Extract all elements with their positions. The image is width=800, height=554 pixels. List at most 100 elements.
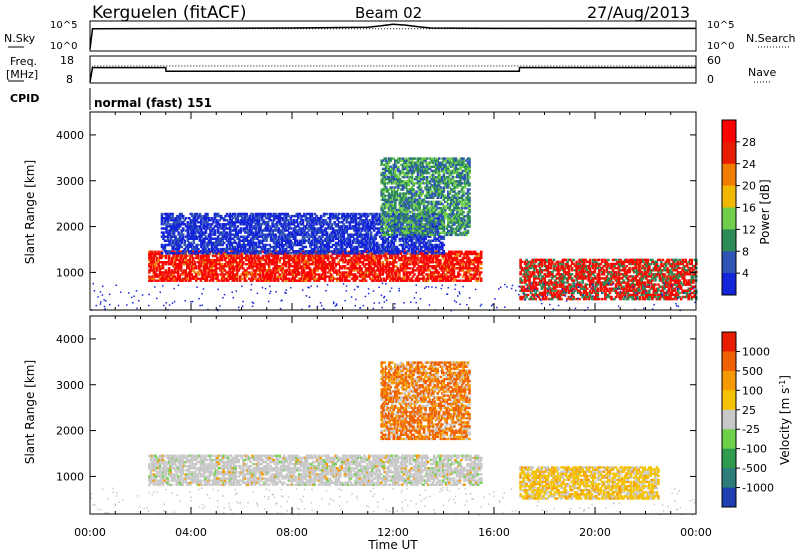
heatmap-cell [254,254,257,258]
heatmap-cell [401,279,404,282]
heatmap-cell [179,261,183,264]
heatmap-cell [467,265,471,268]
heatmap-cell [337,261,340,264]
heatmap-cell [175,256,178,260]
heatmap-cell [426,277,430,280]
heatmap-cell [360,219,364,222]
heatmap-cell [167,263,171,266]
heatmap-cell [476,252,480,256]
heatmap-cell [192,250,195,253]
heatmap-cell [379,254,383,258]
heatmap-cell [440,273,444,276]
heatmap-cell [470,267,474,270]
heatmap-cell [312,223,315,226]
heatmap-cell [268,243,271,247]
heatmap-cell [263,279,266,282]
heatmap-cell [272,271,275,274]
heatmap-cell [198,225,202,228]
heatmap-cell [392,225,396,228]
heatmap-cell [388,225,391,228]
heatmap-cell [458,254,462,258]
heatmap-cell [434,239,438,242]
heatmap-cell [401,256,404,260]
heatmap-cell [354,275,357,278]
heatmap-cell [325,243,329,247]
heatmap-cell [176,277,180,280]
heatmap-cell [179,263,183,266]
heatmap-cell [181,221,185,224]
heatmap-cell [389,271,392,274]
heatmap-cell [411,267,415,270]
heatmap-cell [363,271,366,274]
heatmap-cell [166,219,170,222]
heatmap-cell [369,233,373,236]
heatmap-cell [189,271,192,274]
heatmap-cell [397,178,400,181]
heatmap-cell [162,237,165,240]
heatmap-cell [281,237,285,240]
heatmap-cell [388,175,391,179]
heatmap-cell [184,275,187,278]
heatmap-cell [191,247,194,251]
heatmap-cell [278,275,281,278]
heatmap-cell [210,269,213,272]
heatmap-cell [410,271,413,274]
heatmap-cell [449,250,453,253]
heatmap-cell [250,221,253,224]
heatmap-cell [380,245,383,249]
heatmap-cell [350,221,353,224]
heatmap-cell [216,243,220,247]
heatmap-cell [442,271,445,274]
heatmap-cell [301,275,304,278]
heatmap-cell [149,267,153,270]
heatmap-cell [231,217,235,220]
heatmap-cell [354,273,357,276]
heatmap-cell [381,159,385,162]
heatmap-cell [271,214,274,218]
heatmap-cell [209,223,212,226]
heatmap-cell [354,250,358,253]
heatmap-cell [283,235,286,238]
heatmap-cell [187,267,191,270]
heatmap-cell [395,256,398,260]
heatmap-cell [274,241,277,245]
heatmap-cell [363,212,367,216]
heatmap-cell [419,217,423,220]
heatmap-cell [337,263,340,266]
heatmap-cell [163,219,167,222]
heatmap-cell [278,261,281,264]
heatmap-cell [193,261,197,264]
heatmap-cell [394,171,397,175]
heatmap-cell [316,277,319,280]
heatmap-cell [386,241,389,245]
heatmap-cell [227,233,230,236]
heatmap-cell [303,225,306,228]
heatmap-cell [389,188,393,191]
heatmap-cell [239,267,242,270]
heatmap-cell [339,271,342,274]
heatmap-cell [318,221,321,224]
heatmap-cell [228,225,232,228]
heatmap-cell [469,250,472,253]
heatmap-cell [439,245,443,249]
heatmap-cell [375,265,378,268]
heatmap-cell [263,267,266,270]
heatmap-cell [294,227,297,230]
heatmap-cell [172,223,176,226]
heatmap-cell [306,217,309,220]
heatmap-cell [264,275,268,278]
heatmap-cell [245,221,249,224]
heatmap-cell [322,252,326,255]
heatmap-cell [336,231,339,234]
heatmap-cell [469,261,472,264]
heatmap-cell [291,233,294,236]
heatmap-cell [278,273,281,276]
heatmap-cell [225,252,229,255]
heatmap-cell [372,235,376,238]
heatmap-cell [364,275,368,278]
heatmap-cell [389,254,392,258]
heatmap-cell [381,167,385,171]
heatmap-cell [343,256,347,260]
heatmap-cell [329,267,333,270]
heatmap-cell [452,256,456,260]
